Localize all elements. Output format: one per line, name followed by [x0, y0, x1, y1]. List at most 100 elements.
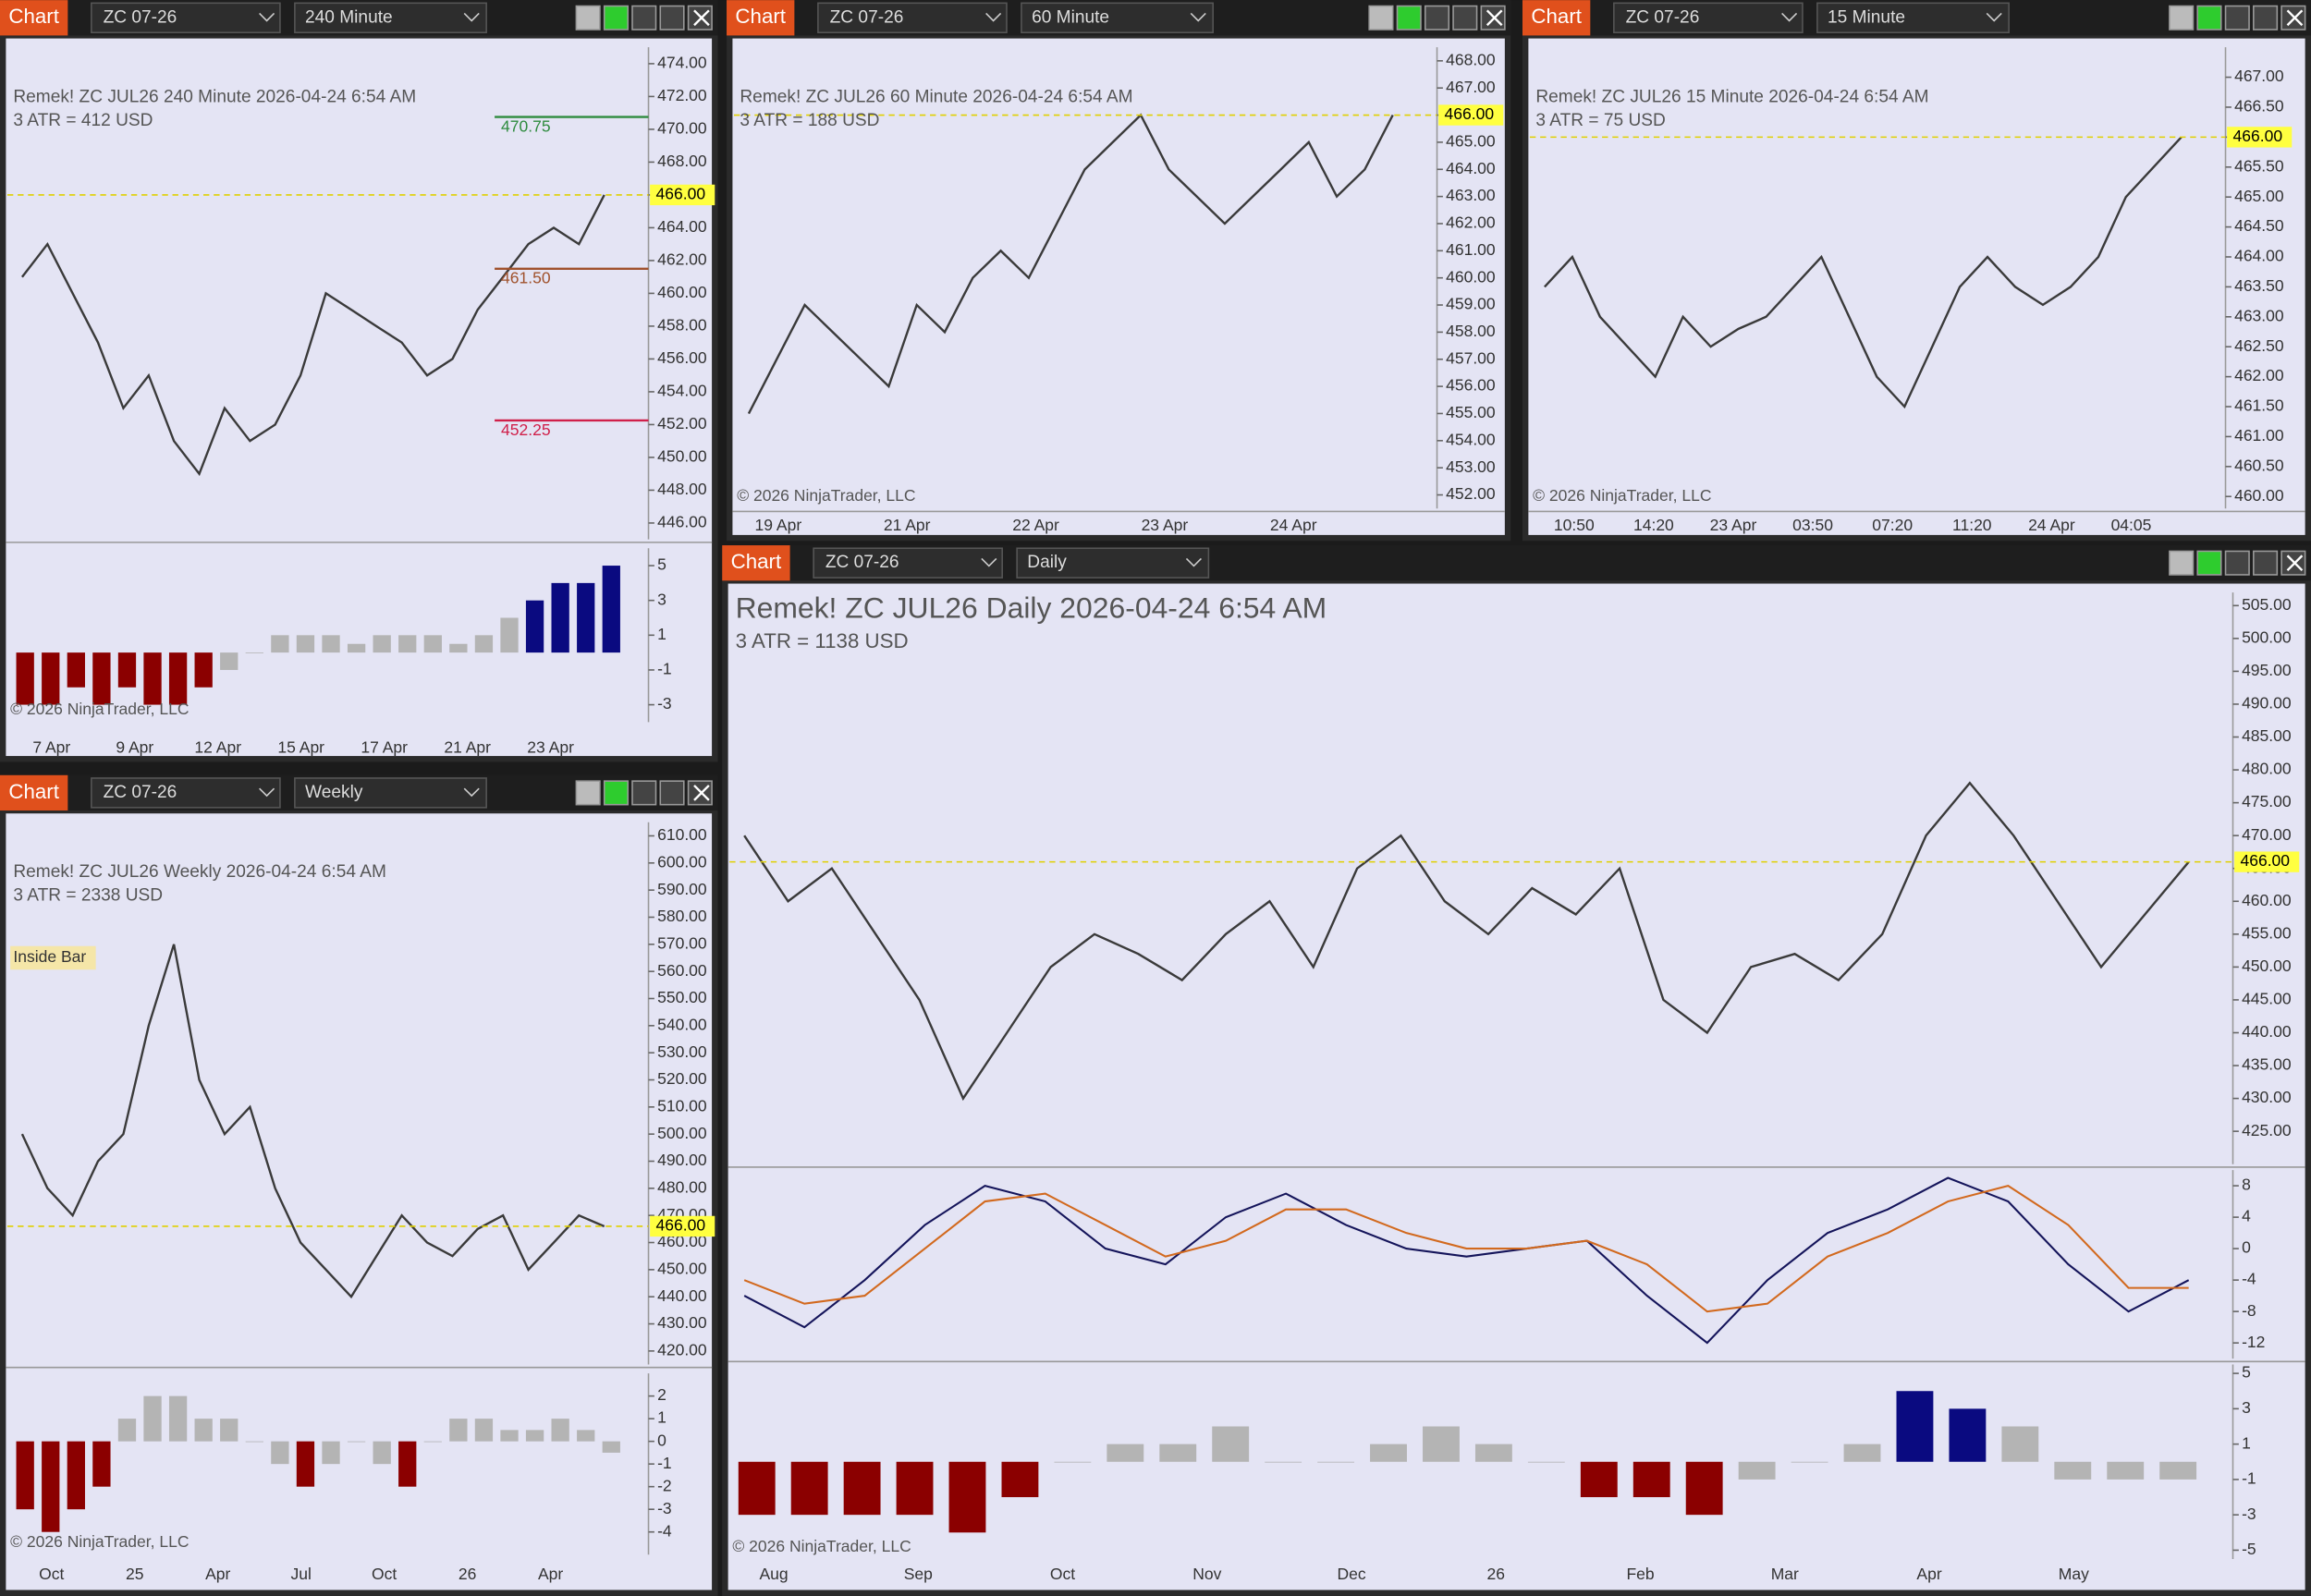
histogram-bar [194, 652, 213, 688]
window-button[interactable] [1452, 5, 1478, 30]
y-tick-label: 460.00 [657, 283, 707, 301]
y-tick-label: 445.00 [2242, 990, 2292, 1008]
window-button[interactable] [1424, 5, 1450, 30]
window-button[interactable] [2224, 5, 2250, 30]
interval-label: 240 Minute [305, 7, 393, 27]
y-tick-label: 464.50 [2234, 216, 2284, 235]
y-tick-label: 454.00 [657, 382, 707, 400]
x-tick-label: Sep [904, 1565, 933, 1583]
histogram-bar [168, 652, 188, 705]
histogram-bar [245, 1441, 263, 1443]
window-button[interactable] [631, 5, 657, 30]
chart-tab[interactable] [1522, 0, 1591, 36]
histogram-bar [92, 1441, 111, 1487]
window-button[interactable] [575, 780, 601, 806]
window-button[interactable] [2169, 5, 2195, 30]
histogram-bar [1212, 1426, 1250, 1462]
histogram-bar [1107, 1444, 1144, 1462]
interval-selector[interactable] [1816, 2, 2010, 34]
y-tick-label: -5 [2242, 1540, 2256, 1558]
window-button[interactable] [603, 780, 630, 806]
last-price-tag [2234, 851, 2300, 872]
y-tick-label: 490.00 [2242, 694, 2292, 713]
histogram-bar [42, 652, 60, 705]
dropdown-arrow [1986, 12, 2002, 22]
copyright: © 2026 NinjaTrader, LLC [737, 486, 915, 505]
y-tick-label: 5 [2242, 1363, 2251, 1382]
histogram-bar [551, 582, 569, 653]
window-button[interactable] [659, 780, 685, 806]
last-price-label: 466.00 [2240, 851, 2290, 870]
y-tick-label: -1 [657, 1454, 672, 1472]
histogram-bar [1370, 1444, 1407, 1462]
x-tick-label: 24 Apr [1270, 516, 1317, 534]
plot-area [732, 38, 1505, 535]
x-tick-label: Apr [1916, 1565, 1941, 1583]
copyright: © 2026 NinjaTrader, LLC [10, 700, 189, 718]
x-tick-label: Feb [1626, 1565, 1654, 1583]
y-tick-label: 463.50 [2234, 276, 2284, 295]
window-button[interactable] [575, 5, 601, 30]
y-tick-label: -1 [657, 660, 672, 678]
y-tick-label: 1 [2242, 1433, 2251, 1452]
window-button[interactable] [2224, 550, 2250, 576]
window-button[interactable] [2169, 550, 2195, 576]
x-tick-label: 9 Apr [116, 738, 153, 757]
histogram-bar [194, 1419, 213, 1442]
window-button[interactable] [1396, 5, 1422, 30]
histogram-bar [449, 643, 468, 653]
y-tick-label: 480.00 [2242, 760, 2292, 778]
y-tick-label: 461.00 [2234, 426, 2284, 445]
window-button[interactable] [603, 5, 630, 30]
histogram-bar [16, 1441, 34, 1510]
instrument-selector[interactable] [813, 547, 1003, 579]
x-tick-label: May [2059, 1565, 2089, 1583]
interval-selector[interactable] [1016, 547, 1210, 579]
instrument-selector[interactable] [91, 777, 281, 809]
instrument-selector[interactable] [91, 2, 281, 34]
histogram-bar [1843, 1444, 1881, 1462]
y-tick-label: -1 [2242, 1469, 2256, 1488]
window-button[interactable] [659, 5, 685, 30]
window-button[interactable] [2196, 550, 2222, 576]
instrument-label: ZC 07-26 [104, 783, 177, 802]
y-tick-label: 470.00 [2242, 825, 2292, 844]
atr-info: 3 ATR = 412 USD [13, 111, 153, 130]
atr-info: 3 ATR = 1138 USD [736, 629, 909, 652]
y-tick-label: 464.00 [1446, 159, 1496, 177]
histogram-bar [1685, 1461, 1723, 1516]
histogram-bar [296, 1441, 315, 1487]
window-button[interactable] [2196, 5, 2222, 30]
window-button[interactable] [631, 780, 657, 806]
chart-info: Remek! ZC JUL26 Weekly 2026-04-24 6:54 A… [13, 862, 386, 882]
y-tick-label: 465.00 [1446, 132, 1496, 151]
histogram-bar [2054, 1461, 2092, 1480]
chart-tab[interactable] [0, 0, 68, 36]
histogram-bar [296, 635, 315, 653]
interval-selector[interactable] [1021, 2, 1214, 34]
instrument-selector[interactable] [817, 2, 1008, 34]
x-tick-label: Oct [1050, 1565, 1075, 1583]
histogram-bar [1949, 1408, 1987, 1462]
chart-tab[interactable] [722, 545, 790, 581]
histogram-bar [525, 1430, 544, 1442]
y-tick-label: 460.00 [2234, 486, 2284, 505]
instrument-selector[interactable] [1613, 2, 1804, 34]
x-tick-label: 23 Apr [527, 738, 574, 757]
y-tick-label: 0 [657, 1431, 666, 1449]
window-button[interactable] [2253, 550, 2279, 576]
chart-tab[interactable] [0, 774, 68, 811]
last-price-tag [650, 1215, 715, 1237]
y-tick-label: 462.00 [2234, 366, 2284, 384]
window-button[interactable] [2253, 5, 2279, 30]
x-tick-label: 21 Apr [444, 738, 491, 757]
window-button[interactable] [1368, 5, 1394, 30]
interval-selector[interactable] [294, 777, 487, 809]
y-tick-label: 460.50 [2234, 456, 2284, 474]
histogram-bar [117, 1419, 137, 1442]
histogram-bar [1159, 1444, 1197, 1462]
interval-selector[interactable] [294, 2, 487, 34]
chart-tab[interactable] [727, 0, 795, 36]
x-tick-label: 07:20 [1872, 516, 1913, 534]
y-tick-label: 452.00 [657, 414, 707, 433]
